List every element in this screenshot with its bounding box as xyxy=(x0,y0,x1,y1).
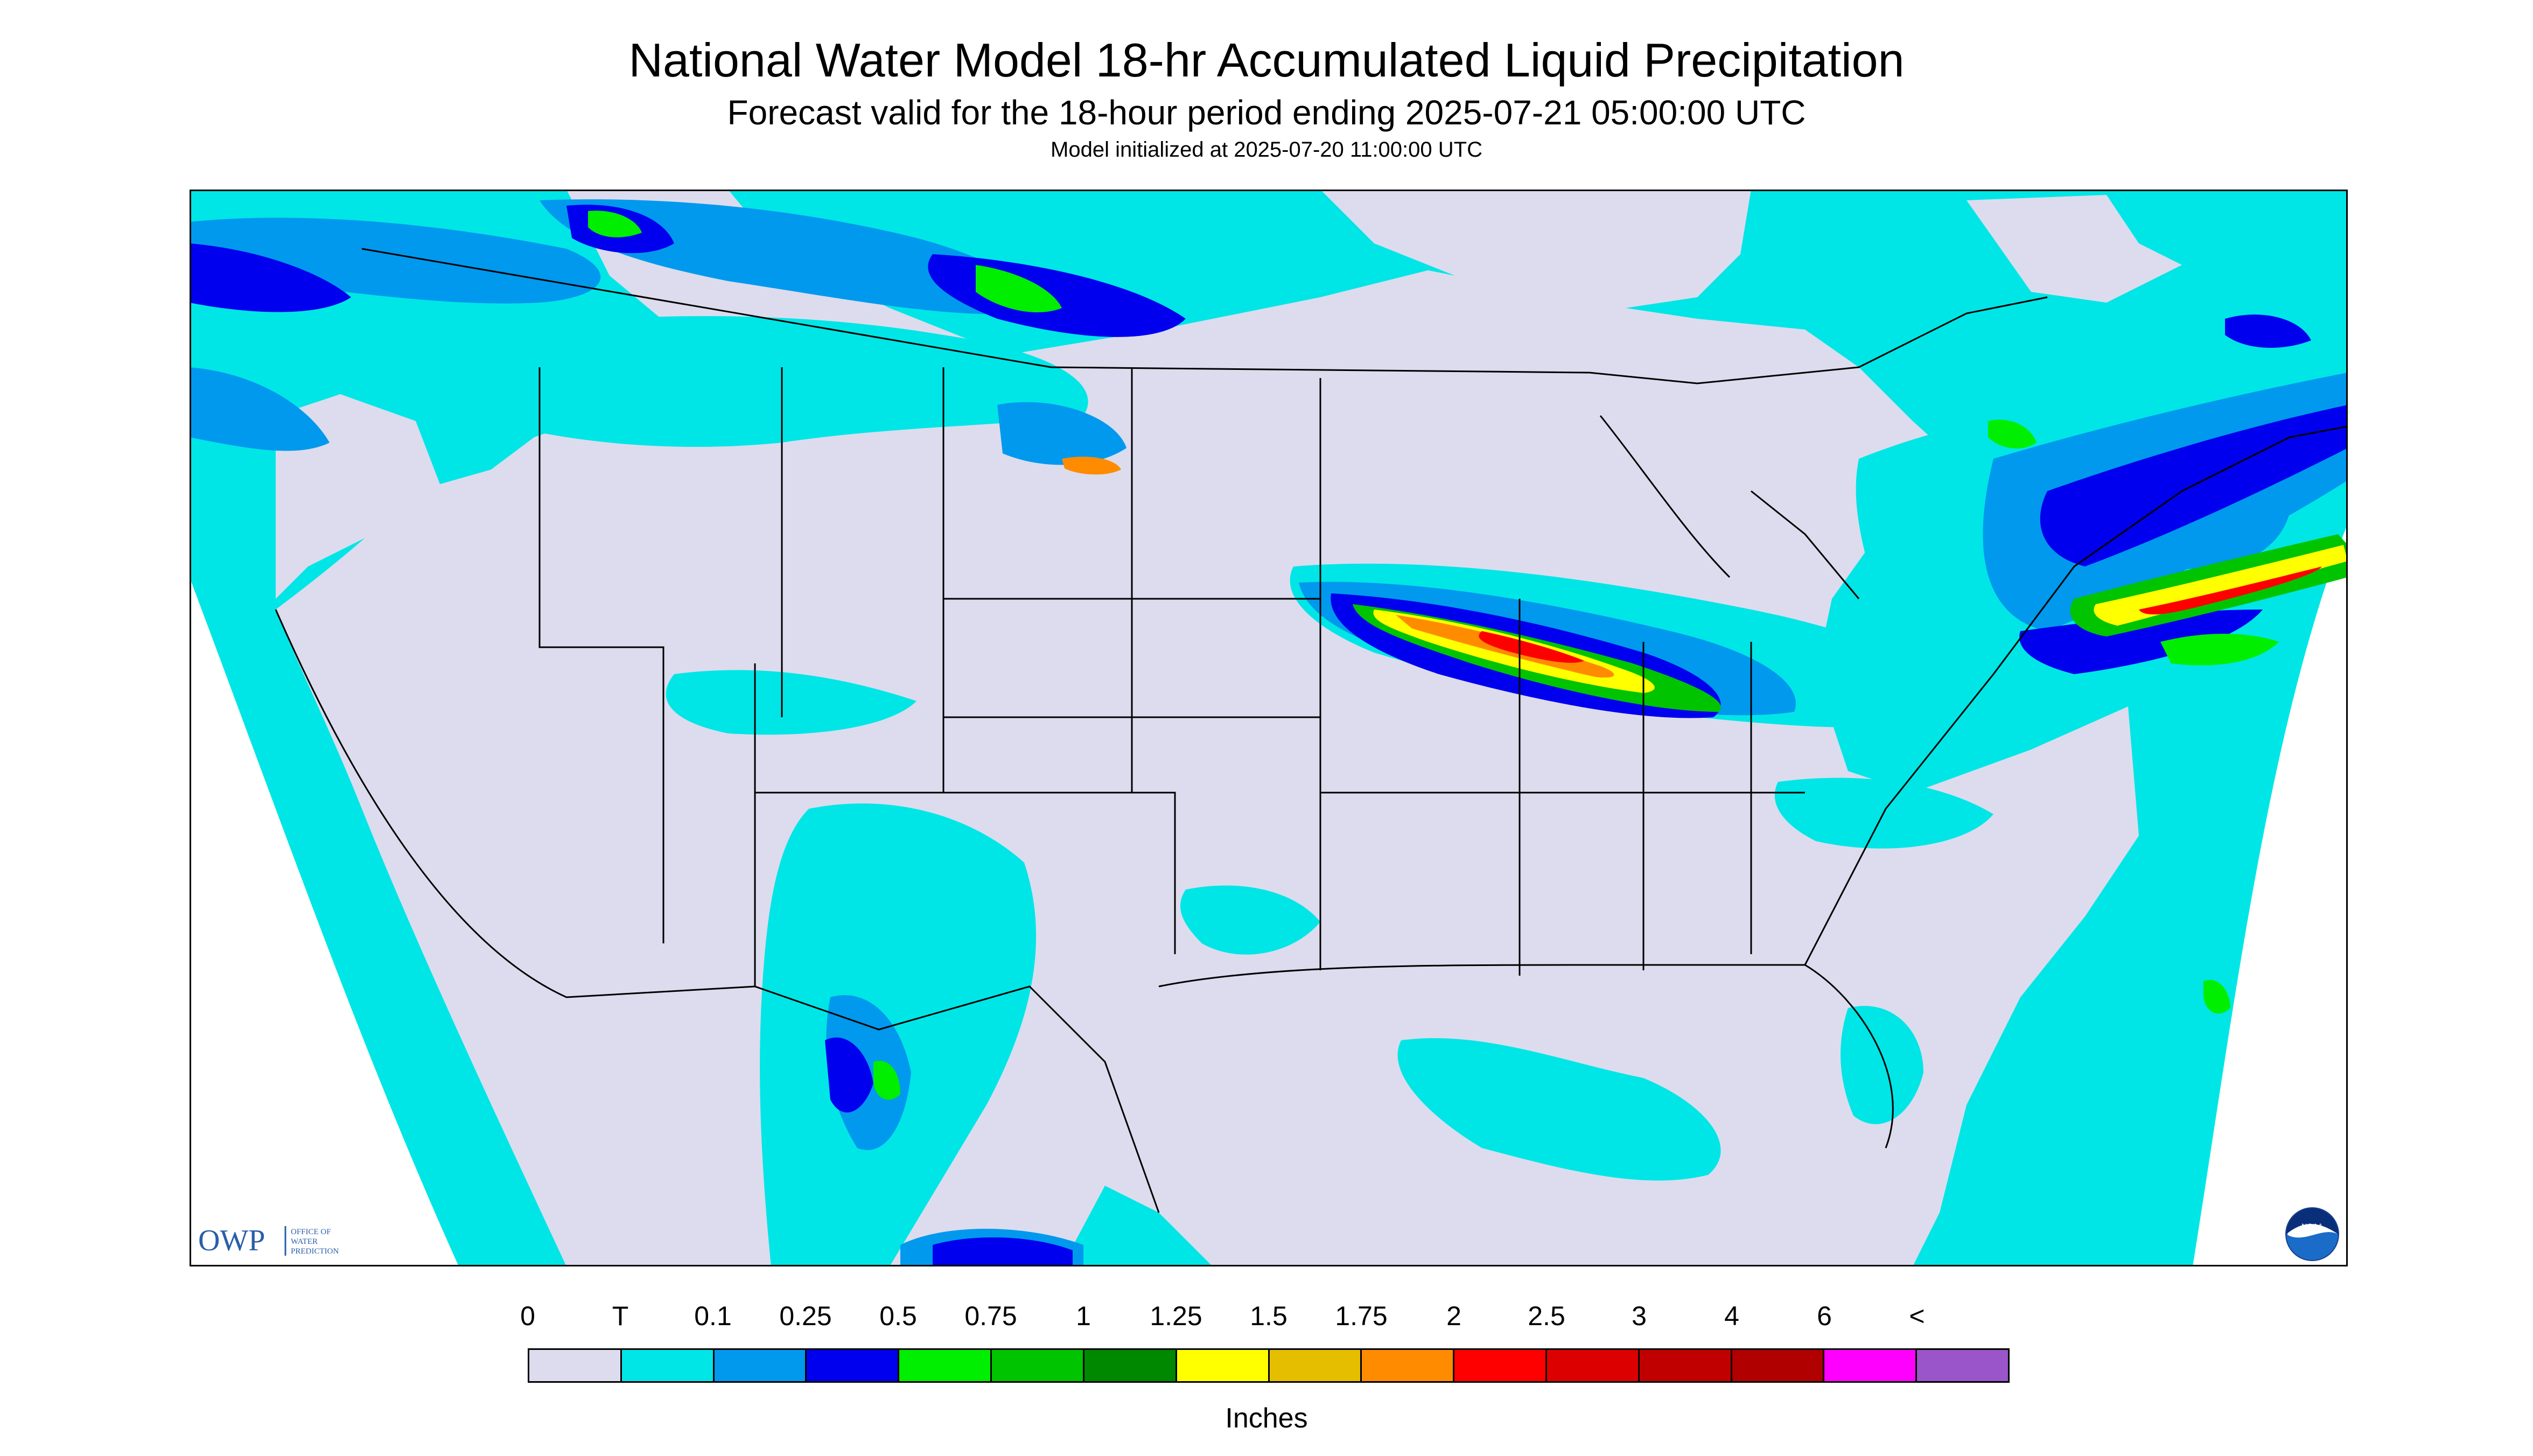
legend-label: 1 xyxy=(1076,1301,1091,1331)
owp-logo-line3: PREDICTION xyxy=(291,1247,339,1256)
legend-labels: 0 T 0.1 0.25 0.5 0.75 1 1.25 1.5 1.75 2 2.5 3 4 6 < xyxy=(0,1300,2533,1338)
legend-label: 1.5 xyxy=(1250,1301,1288,1331)
colorbar-swatch xyxy=(899,1350,992,1381)
colorbar-swatch xyxy=(807,1350,900,1381)
colorbar-swatch xyxy=(1177,1350,1270,1381)
no-precip-atlantic xyxy=(1967,195,2182,303)
colorbar-swatch xyxy=(1917,1350,2008,1381)
legend-units: Inches xyxy=(1225,1403,1308,1434)
legend-label: 0.75 xyxy=(964,1301,1017,1331)
owp-logo-line1: OFFICE OF xyxy=(291,1228,331,1236)
colorbar-swatch xyxy=(1547,1350,1640,1381)
colorbar-swatch xyxy=(1732,1350,1825,1381)
legend-label: 0 xyxy=(520,1301,535,1331)
owp-logo-line2: WATER xyxy=(291,1237,318,1246)
model-init-caption: Model initialized at 2025-07-20 11:00:00… xyxy=(1051,138,1482,162)
legend-label: 0.25 xyxy=(779,1301,832,1331)
colorbar-swatch xyxy=(992,1350,1084,1381)
colorbar-swatch xyxy=(1824,1350,1918,1381)
legend-label: 0.5 xyxy=(879,1301,917,1331)
legend-label: 2 xyxy=(1446,1301,1461,1331)
legend-label: 0.1 xyxy=(694,1301,732,1331)
legend-label: 6 xyxy=(1817,1301,1832,1331)
no-precip-canada xyxy=(1320,190,1751,313)
legend-label: 2.5 xyxy=(1528,1301,1565,1331)
noaa-logo: NOAA xyxy=(2285,1207,2339,1261)
colorbar-swatch xyxy=(714,1350,807,1381)
no-precip-area xyxy=(276,270,2139,1266)
colorbar-swatch xyxy=(1084,1350,1177,1381)
legend-label: 1.75 xyxy=(1335,1301,1388,1331)
colorbar-swatch xyxy=(1454,1350,1547,1381)
colorbar-swatch xyxy=(621,1350,715,1381)
noaa-logo-text: NOAA xyxy=(2301,1222,2323,1230)
colorbar-swatch xyxy=(1362,1350,1455,1381)
precipitation-map: OWP OFFICE OF WATER PREDICTION NOAA xyxy=(190,190,2348,1266)
owp-logo: OWP OFFICE OF WATER PREDICTION xyxy=(198,1224,339,1257)
map-frame xyxy=(190,190,2348,1266)
boundary-lines xyxy=(275,248,2348,1213)
colorbar-swatch xyxy=(1639,1350,1732,1381)
colorbar-swatch xyxy=(529,1350,622,1381)
colorbar-swatch xyxy=(1269,1350,1362,1381)
map-title: National Water Model 18-hr Accumulated L… xyxy=(628,33,1905,87)
forecast-valid-subtitle: Forecast valid for the 18-hour period en… xyxy=(727,93,1806,132)
heavy-precip-band xyxy=(1062,457,2348,712)
green-precip xyxy=(588,211,2279,1100)
legend-label: < xyxy=(1909,1301,1925,1331)
legend-label: 4 xyxy=(1724,1301,1739,1331)
precip-colorbar xyxy=(528,1348,2010,1383)
legend-label: 1.25 xyxy=(1150,1301,1202,1331)
legend-label: 3 xyxy=(1632,1301,1647,1331)
owp-logo-abbrev: OWP xyxy=(198,1224,265,1257)
legend-label: T xyxy=(612,1301,629,1331)
